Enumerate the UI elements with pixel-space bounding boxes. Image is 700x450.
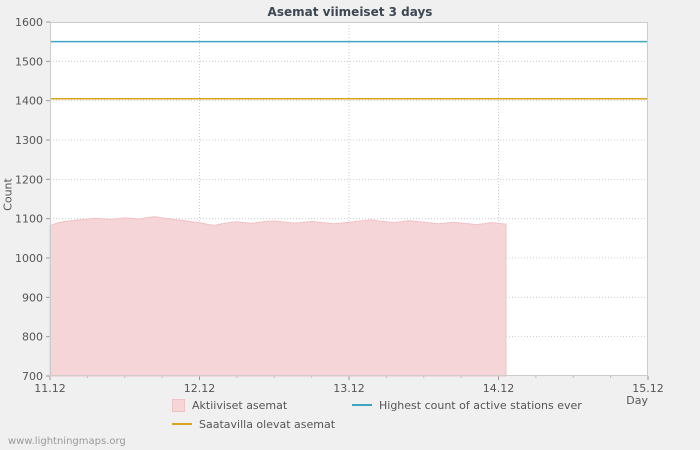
x-tick-label: 12.12: [184, 382, 216, 395]
legend-item-available: Saatavilla olevat asemat: [172, 415, 335, 433]
y-tick-label: 700: [22, 370, 43, 383]
legend-item-active: Aktiiviset asemat: [172, 396, 287, 414]
y-tick-label: 1100: [15, 213, 43, 226]
series-area-active: [49, 216, 507, 377]
x-axis-label: Day: [626, 394, 648, 407]
watermark: www.lightningmaps.org: [8, 436, 126, 447]
plot: 700 800 900 1000 1100 1200 1300 1400 1500 1600 11.…: [15, 16, 664, 395]
x-tick-label: 13.12: [333, 382, 365, 395]
y-tick-label: 1300: [15, 134, 43, 147]
y-tick-label: 1500: [15, 55, 43, 68]
x-tick-label: 15.12: [632, 382, 664, 395]
y-tick-label: 1000: [15, 252, 43, 265]
legend-item-highest: Highest count of active stations ever: [352, 396, 582, 414]
y-tick-label: 800: [22, 331, 43, 344]
y-tick-label: 1600: [15, 16, 43, 29]
legend: Aktiiviset asemat Highest count of activ…: [0, 396, 700, 436]
chart-title: Asemat viimeiset 3 days: [267, 5, 433, 19]
plot-border: [50, 22, 648, 376]
legend-label-highest: Highest count of active stations ever: [379, 398, 582, 412]
legend-label-available: Saatavilla olevat asemat: [199, 417, 336, 431]
y-tick-label: 1200: [15, 173, 43, 186]
y-tick-label: 900: [22, 291, 43, 304]
y-tick-label: 1400: [15, 95, 43, 108]
line-swatch-available: [172, 423, 192, 425]
area-swatch: [172, 398, 185, 412]
line-swatch-highest: [352, 404, 372, 406]
x-tick-label: 14.12: [483, 382, 515, 395]
x-tick-label: 11.12: [34, 382, 66, 395]
legend-label-active: Aktiiviset asemat: [192, 398, 288, 412]
